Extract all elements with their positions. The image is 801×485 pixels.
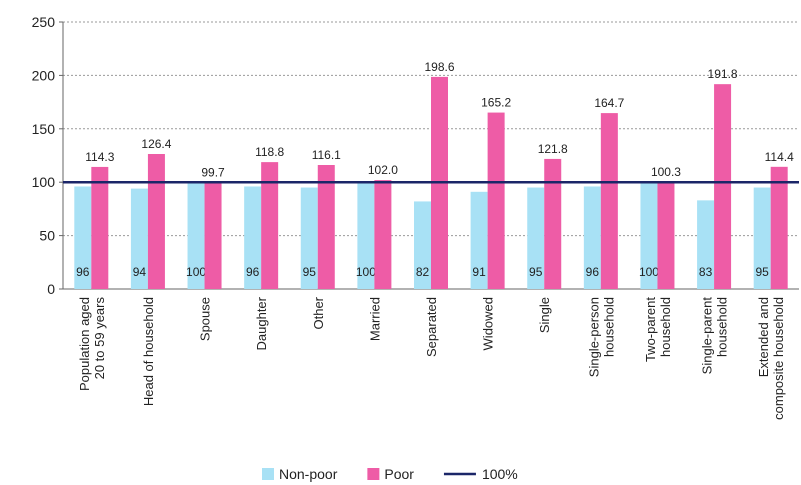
value-label: 114.4 bbox=[765, 150, 794, 164]
value-label: 82 bbox=[416, 265, 430, 279]
value-label: 100.3 bbox=[651, 165, 681, 179]
value-label: 96 bbox=[586, 265, 600, 279]
value-label: 121.8 bbox=[538, 142, 568, 156]
x-tick-label: Single bbox=[537, 297, 552, 333]
x-tick-label: Single-parenthousehold bbox=[700, 297, 730, 375]
value-label: 165.2 bbox=[481, 96, 511, 110]
bar bbox=[487, 112, 505, 289]
value-label: 96 bbox=[246, 265, 260, 279]
value-label: 100 bbox=[356, 265, 376, 279]
legend-label: 100% bbox=[482, 466, 518, 482]
y-tick-label: 50 bbox=[39, 228, 55, 244]
x-tick-label: Extended andcomposite household bbox=[756, 297, 786, 420]
y-tick-label: 100 bbox=[32, 174, 56, 190]
value-label: 99.7 bbox=[201, 166, 225, 180]
value-label: 94 bbox=[133, 265, 147, 279]
y-tick-label: 150 bbox=[32, 121, 56, 137]
x-tick-label: Two-parenthousehold bbox=[643, 297, 673, 362]
value-label: 83 bbox=[699, 265, 713, 279]
x-tick-label: Other bbox=[311, 296, 326, 329]
bar bbox=[130, 188, 148, 289]
x-tick-label: Widowed bbox=[481, 297, 496, 350]
x-tick-label: Population aged20 to 59 years bbox=[77, 297, 107, 391]
legend-label: Poor bbox=[384, 466, 414, 482]
bar bbox=[527, 187, 545, 289]
value-label: 118.8 bbox=[255, 145, 284, 159]
y-tick-label: 200 bbox=[32, 67, 56, 83]
legend-label: Non-poor bbox=[279, 466, 338, 482]
bar bbox=[187, 182, 205, 289]
value-label: 102.0 bbox=[368, 163, 398, 177]
bar bbox=[204, 182, 222, 289]
x-tick-label: Single-personhousehold bbox=[586, 297, 616, 377]
bar bbox=[544, 158, 562, 289]
bar bbox=[357, 182, 375, 289]
value-label: 198.6 bbox=[424, 60, 454, 74]
bar bbox=[753, 187, 771, 289]
bar bbox=[374, 180, 392, 289]
value-label: 100 bbox=[639, 265, 659, 279]
value-label: 95 bbox=[529, 265, 543, 279]
value-label: 191.8 bbox=[708, 67, 738, 81]
bar bbox=[640, 182, 658, 289]
bar bbox=[147, 154, 165, 289]
bar bbox=[300, 187, 318, 289]
value-label: 91 bbox=[472, 265, 486, 279]
x-tick-label: Married bbox=[367, 297, 382, 341]
bar bbox=[470, 191, 488, 289]
value-label: 100 bbox=[186, 265, 206, 279]
bar bbox=[583, 186, 601, 289]
bar bbox=[657, 181, 675, 289]
bar bbox=[414, 201, 431, 289]
x-tick-label: Head of household bbox=[141, 297, 156, 406]
value-label: 116.1 bbox=[312, 148, 341, 162]
value-label: 114.3 bbox=[85, 150, 114, 164]
x-tick-label: Spouse bbox=[198, 297, 213, 341]
value-label: 95 bbox=[756, 265, 770, 279]
y-tick-label: 250 bbox=[32, 14, 56, 30]
x-tick-label: Separated bbox=[424, 297, 439, 357]
bar bbox=[244, 186, 262, 289]
value-label: 126.4 bbox=[141, 137, 171, 151]
value-label: 95 bbox=[303, 265, 317, 279]
value-label: 96 bbox=[76, 265, 90, 279]
bar bbox=[91, 166, 109, 289]
bar bbox=[317, 165, 335, 289]
y-tick-label: 0 bbox=[47, 281, 55, 297]
x-tick-label: Daughter bbox=[254, 296, 269, 350]
bar bbox=[261, 162, 279, 289]
bar bbox=[74, 186, 92, 289]
value-label: 164.7 bbox=[594, 96, 624, 110]
bar bbox=[600, 113, 618, 289]
legend-swatch bbox=[367, 468, 380, 480]
bar bbox=[770, 166, 788, 289]
legend-swatch bbox=[262, 468, 274, 480]
bar bbox=[714, 84, 732, 290]
bar bbox=[697, 200, 715, 289]
